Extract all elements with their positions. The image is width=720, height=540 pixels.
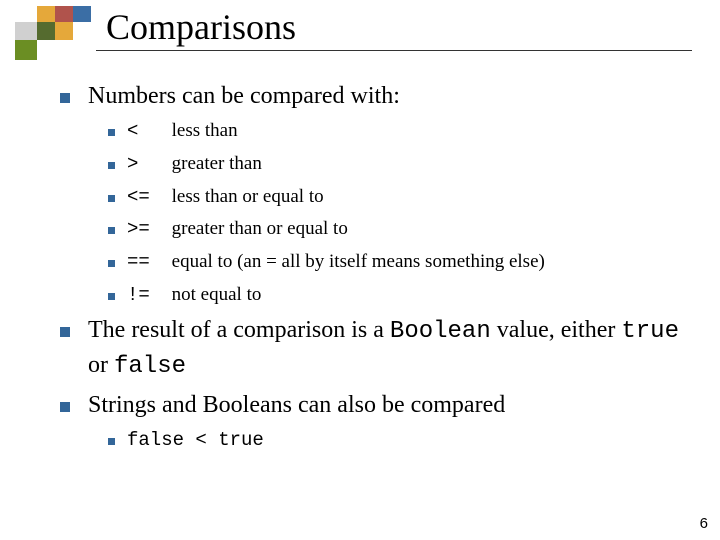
bullet-icon [60,402,70,412]
bullet-icon [108,293,115,300]
sub-list-item-text: == equal to (an = all by itself means so… [127,249,545,276]
slide-title: Comparisons [106,6,296,48]
bullet-icon [108,195,115,202]
list-item-text: Strings and Booleans can also be compare… [88,389,505,421]
slide: Comparisons Numbers can be compared with… [0,0,720,540]
list-item: Strings and Booleans can also be compare… [60,389,680,421]
bullet-icon [108,129,115,136]
bullet-icon [60,327,70,337]
sub-list-item-text: > greater than [127,151,262,178]
page-number: 6 [700,515,708,532]
sub-list-item-text: != not equal to [127,282,261,309]
sub-list-item-text: < less than [127,118,238,145]
slide-body: Numbers can be compared with: < less than… [60,80,680,460]
bullet-icon [108,438,115,445]
slide-logo-icon [15,0,95,60]
title-rule [96,50,692,51]
sub-list-item-text: <= less than or equal to [127,184,324,211]
sub-list-item: >= greater than or equal to [108,216,680,243]
bullet-icon [108,260,115,267]
sub-list-item: != not equal to [108,282,680,309]
sub-list-item: < less than [108,118,680,145]
bullet-icon [108,227,115,234]
sub-list-item-text: >= greater than or equal to [127,216,348,243]
list-item: Numbers can be compared with: [60,80,680,112]
list-item-text: The result of a comparison is a Boolean … [88,314,680,383]
sub-list-item: false < true [108,427,680,454]
sub-list-item-text: false < true [127,427,264,454]
sub-list-item: == equal to (an = all by itself means so… [108,249,680,276]
list-item: The result of a comparison is a Boolean … [60,314,680,383]
sub-list-item: > greater than [108,151,680,178]
list-item-text: Numbers can be compared with: [88,80,400,112]
bullet-icon [60,93,70,103]
bullet-icon [108,162,115,169]
sub-list-item: <= less than or equal to [108,184,680,211]
